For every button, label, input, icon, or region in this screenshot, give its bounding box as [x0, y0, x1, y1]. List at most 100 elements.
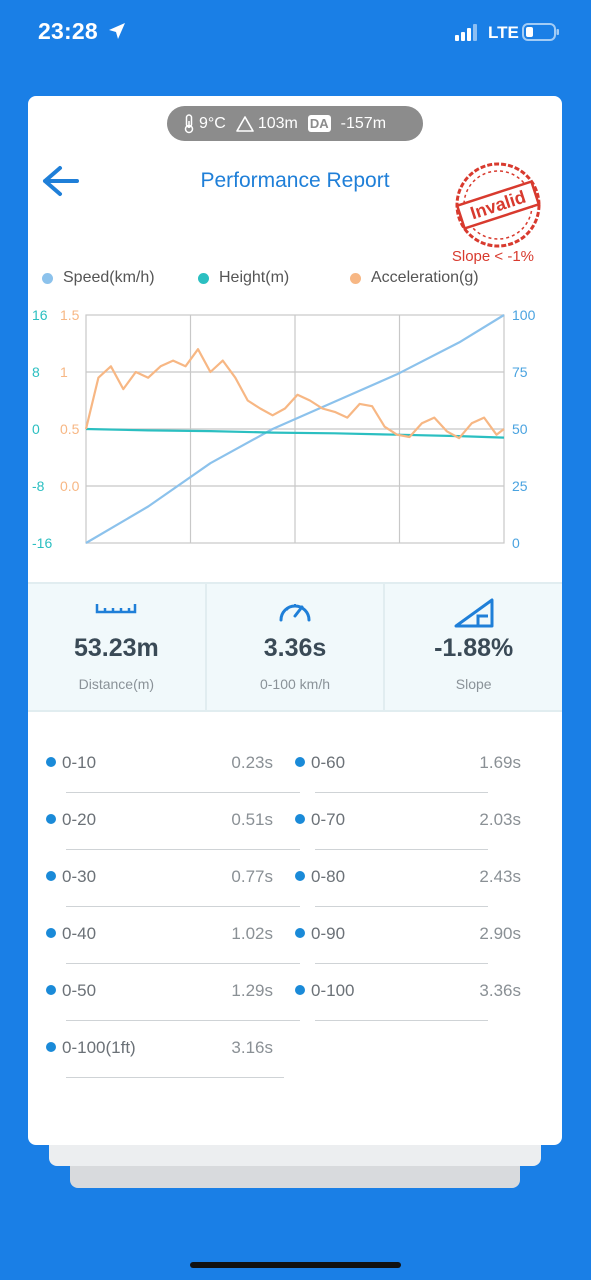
status-time: 23:28: [38, 18, 98, 44]
split-dot: [295, 871, 305, 881]
back-arrow-icon[interactable]: [40, 164, 80, 198]
split-dot: [46, 928, 56, 938]
split-row: 0-60 1.69s: [295, 736, 521, 793]
ruler-icon: [96, 604, 137, 614]
split-divider: [66, 1020, 300, 1021]
right-axis-tick: 50: [512, 421, 528, 437]
legend-dot: [198, 272, 209, 284]
stats-panel: 53.23m Distance(m) 3.36s 0-100 km/h -1.8…: [28, 582, 562, 712]
split-dot: [46, 757, 56, 767]
accel-axis-tick: 0.5: [60, 421, 80, 437]
split-divider: [66, 906, 300, 907]
legend-dot: [350, 272, 361, 284]
temperature-value: 9°C: [199, 114, 226, 132]
split-time: 3.16s: [231, 1038, 273, 1057]
split-time: 3.36s: [479, 981, 521, 1000]
split-range: 0-20: [62, 810, 97, 829]
right-axis-tick: 75: [512, 364, 528, 380]
report-card: 9°C 103m DA -157m Performance Report Inv…: [28, 96, 562, 1145]
split-divider: [315, 792, 488, 793]
accel-axis-tick: 1: [60, 364, 68, 380]
split-divider: [315, 1020, 488, 1021]
status-bar: 23:28 LTE: [0, 0, 591, 66]
split-dot: [295, 757, 305, 767]
legend-label: Height(m): [219, 269, 290, 286]
split-row: 0-20 0.51s: [46, 793, 300, 850]
split-row: 0-100 3.36s: [295, 964, 521, 1021]
split-range: 0-60: [311, 753, 346, 772]
stat-label: Slope: [455, 676, 492, 692]
split-dot: [46, 871, 56, 881]
stat-label: Distance(m): [78, 676, 155, 692]
density-altitude-value: -157m: [340, 114, 387, 132]
cellular-signal-icon: [455, 24, 477, 41]
legend-item-height: Height(m): [198, 269, 289, 287]
split-range: 0-40: [62, 924, 97, 943]
slope-icon: [454, 598, 494, 628]
split-time: 2.90s: [479, 924, 521, 943]
mountain-icon: [236, 115, 254, 132]
left-axis-tick: 8: [32, 364, 40, 380]
split-time: 0.23s: [231, 753, 273, 772]
split-time: 1.02s: [231, 924, 273, 943]
split-dot: [295, 985, 305, 995]
thermometer-icon: [184, 113, 194, 133]
altitude-value: 103m: [257, 114, 298, 132]
split-range: 0-90: [311, 924, 346, 943]
split-divider: [315, 849, 488, 850]
legend-item-speed: Speed(km/h): [42, 269, 155, 287]
home-indicator: [190, 1262, 401, 1268]
split-divider: [315, 906, 488, 907]
split-row: 0-30 0.77s: [46, 850, 300, 907]
acceleration-line: [84, 348, 505, 440]
split-range: 0-30: [62, 867, 97, 886]
split-divider: [66, 849, 300, 850]
location-arrow-icon: [109, 23, 125, 39]
left-axis-tick: 16: [32, 307, 48, 323]
right-axis-tick: 0: [512, 535, 520, 551]
left-axis-tick: -8: [32, 478, 45, 494]
split-time: 1.29s: [231, 981, 273, 1000]
legend-label: Speed(km/h): [63, 269, 155, 286]
split-range: 0-100: [311, 981, 355, 1000]
split-row: 0-80 2.43s: [295, 850, 521, 907]
stat-distance: 53.23m Distance(m): [28, 584, 205, 710]
split-row: 0-10 0.23s: [46, 736, 300, 793]
split-dot: [46, 1042, 56, 1052]
split-dot: [46, 985, 56, 995]
split-divider: [66, 1077, 284, 1078]
environment-pill: 9°C 103m DA -157m: [167, 106, 423, 141]
stat-value: -1.88%: [434, 634, 514, 662]
split-dot: [295, 928, 305, 938]
right-axis-tick: 25: [512, 478, 528, 494]
battery-icon: [522, 23, 559, 41]
slope-warning: Slope < -1%: [451, 248, 534, 265]
split-row: 0-40 1.02s: [46, 907, 300, 964]
stat-slope: -1.88% Slope: [383, 584, 562, 710]
height-line: [85, 427, 505, 439]
density-altitude-badge: DA: [307, 115, 331, 132]
split-range: 0-100(1ft): [62, 1038, 136, 1057]
split-range: 0-80: [311, 867, 346, 886]
left-axis-tick: 0: [32, 421, 40, 437]
invalid-stamp: Invalid: [455, 162, 541, 248]
speed-line: [85, 314, 505, 544]
legend-dot: [42, 272, 53, 284]
split-row: 0-90 2.90s: [295, 907, 521, 964]
accel-axis-tick: 0.0: [60, 478, 80, 494]
network-type: LTE: [488, 23, 519, 42]
split-divider: [66, 963, 300, 964]
split-row: 0-100(1ft) 3.16s: [46, 1021, 284, 1078]
speedometer-icon: [279, 604, 311, 622]
split-time: 1.69s: [479, 753, 521, 772]
stat-acceleration-time: 3.36s 0-100 km/h: [204, 584, 384, 710]
left-axis-tick: -16: [32, 535, 52, 551]
accel-axis-tick: 1.5: [60, 307, 80, 323]
split-dot: [295, 814, 305, 824]
split-row: 0-70 2.03s: [295, 793, 521, 850]
stat-value: 53.23m: [73, 634, 159, 662]
stat-value: 3.36s: [263, 634, 327, 662]
stat-label: 0-100 km/h: [259, 676, 331, 692]
split-range: 0-10: [62, 753, 97, 772]
split-dot: [46, 814, 56, 824]
